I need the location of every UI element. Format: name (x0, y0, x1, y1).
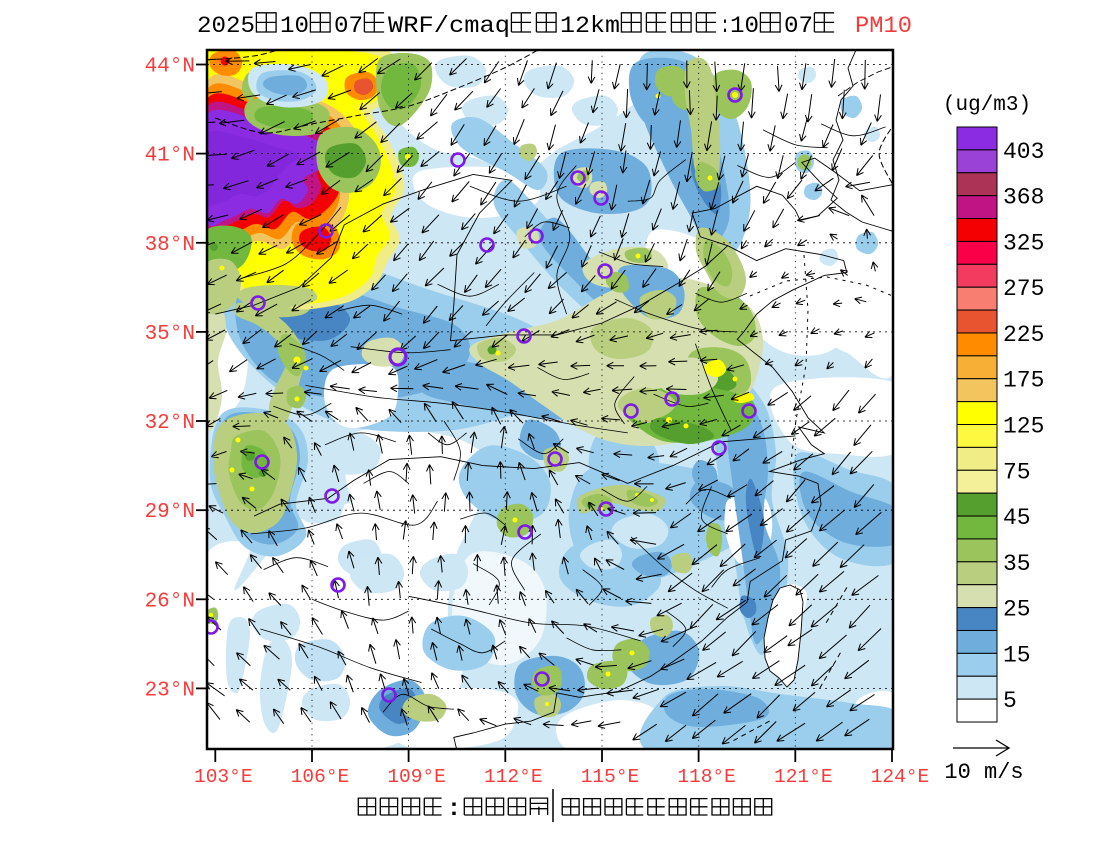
svg-text:10: 10 (730, 13, 759, 39)
svg-text:103°E: 103°E (194, 766, 253, 788)
svg-text:118°E: 118°E (677, 766, 736, 788)
svg-text:325: 325 (1003, 230, 1044, 256)
svg-text:07: 07 (784, 13, 813, 39)
svg-text:25: 25 (1003, 597, 1031, 623)
svg-text:26°N: 26°N (145, 590, 195, 613)
svg-text:41°N: 41°N (145, 145, 195, 168)
svg-text:124°E: 124°E (871, 766, 930, 788)
svg-text:29°N: 29°N (145, 501, 195, 524)
svg-text:45: 45 (1003, 505, 1031, 531)
svg-text:5: 5 (1003, 688, 1017, 714)
svg-text:35°N: 35°N (145, 323, 195, 346)
svg-text:44°N: 44°N (145, 56, 195, 79)
svg-text:175: 175 (1003, 368, 1044, 394)
svg-text:38°N: 38°N (145, 234, 195, 257)
svg-text:106°E: 106°E (291, 766, 350, 788)
svg-text:225: 225 (1003, 322, 1044, 348)
svg-text:10: 10 (280, 13, 309, 39)
svg-text:109°E: 109°E (387, 766, 446, 788)
svg-text:32°N: 32°N (145, 412, 195, 435)
svg-text:PM10: PM10 (855, 13, 912, 39)
svg-text:2025: 2025 (197, 13, 255, 39)
svg-text:75: 75 (1003, 459, 1031, 485)
svg-text:12km: 12km (560, 13, 620, 39)
svg-text:15: 15 (1003, 642, 1031, 668)
svg-text:125: 125 (1003, 414, 1044, 440)
svg-text:(ug/m3): (ug/m3) (943, 94, 1031, 117)
svg-text:10 m/s: 10 m/s (944, 760, 1023, 785)
svg-text:23°N: 23°N (145, 679, 195, 702)
svg-text:403: 403 (1003, 139, 1044, 165)
svg-text:07: 07 (334, 13, 363, 39)
svg-text:35: 35 (1003, 551, 1031, 577)
svg-text::: : (720, 13, 730, 39)
svg-text:275: 275 (1003, 276, 1044, 302)
svg-text:112°E: 112°E (484, 766, 543, 788)
svg-text:121°E: 121°E (774, 766, 833, 788)
svg-text::: : (445, 796, 463, 822)
svg-text:115°E: 115°E (581, 766, 640, 788)
svg-text:WRF/cmaq: WRF/cmaq (388, 13, 510, 39)
svg-text:368: 368 (1003, 185, 1044, 211)
